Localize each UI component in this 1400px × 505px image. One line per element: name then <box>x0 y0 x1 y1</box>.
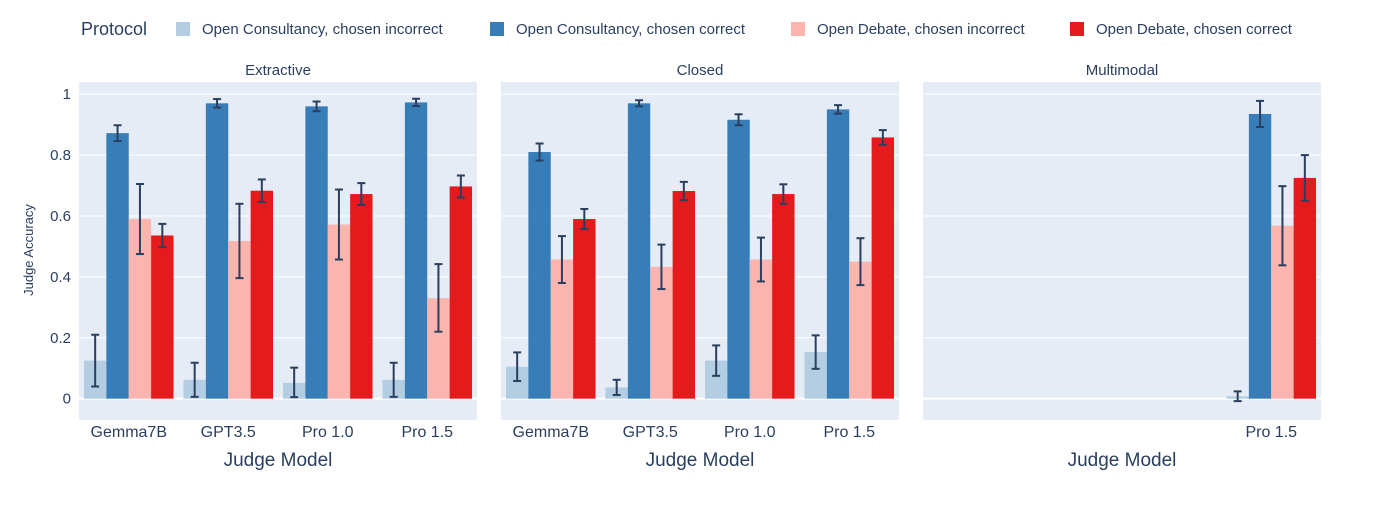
legend-label: Open Consultancy, chosen incorrect <box>202 21 444 38</box>
bar <box>871 137 895 399</box>
panel-extractive: 0 0.2 0.4 0.6 0.8 1 Extractive Gemma7B GPT3.5 Pro… <box>50 62 477 471</box>
bar <box>849 261 872 399</box>
y-tick-label: 0.8 <box>50 147 71 164</box>
bar <box>627 103 651 399</box>
y-tick-label: 0.2 <box>50 330 71 347</box>
x-tick-label: GPT3.5 <box>623 424 678 441</box>
subplot-title: Multimodal <box>1086 62 1159 79</box>
legend-label: Open Debate, chosen incorrect <box>817 21 1025 38</box>
bar <box>505 366 529 399</box>
x-axis-title: Judge Model <box>646 450 755 471</box>
bar <box>772 194 795 399</box>
legend-swatch <box>176 22 190 36</box>
subplot-title: Closed <box>677 62 724 79</box>
subplot-title: Extractive <box>245 62 311 79</box>
legend-label: Open Debate, chosen correct <box>1096 21 1293 38</box>
bar <box>550 259 574 399</box>
bar <box>106 133 129 399</box>
x-tick-label: GPT3.5 <box>201 424 256 441</box>
bar <box>727 119 750 399</box>
legend-title: Protocol <box>81 19 147 39</box>
y-tick-label: 0.4 <box>50 269 71 286</box>
legend-swatch <box>791 22 805 36</box>
x-tick-label: Pro 1.0 <box>302 424 354 441</box>
bar <box>205 103 229 399</box>
bar <box>1271 225 1294 399</box>
legend-swatch <box>490 22 504 36</box>
bar <box>1248 113 1272 399</box>
y-tick-label: 1 <box>63 86 71 103</box>
bar <box>650 266 673 399</box>
bar <box>151 235 174 399</box>
bar <box>404 102 428 399</box>
legend-swatch <box>1070 22 1084 36</box>
bar <box>305 106 328 399</box>
bar <box>704 360 728 399</box>
bar <box>573 219 596 399</box>
x-tick-label: Pro 1.5 <box>823 424 875 441</box>
bar <box>350 194 373 399</box>
bar <box>804 352 827 399</box>
legend-item: Open Consultancy, chosen incorrect <box>176 21 444 38</box>
x-tick-label: Pro 1.0 <box>724 424 776 441</box>
bar <box>749 259 773 399</box>
bar <box>1293 177 1317 399</box>
bar <box>228 240 251 399</box>
x-tick-label: Gemma7B <box>91 424 167 441</box>
legend-label: Open Consultancy, chosen correct <box>516 21 746 38</box>
x-tick-label: Pro 1.5 <box>401 424 453 441</box>
bar <box>128 219 152 399</box>
y-tick-label: 0.6 <box>50 208 71 225</box>
legend-item: Open Debate, chosen incorrect <box>791 21 1025 38</box>
x-axis-title: Judge Model <box>224 450 333 471</box>
legend-item: Open Debate, chosen correct <box>1070 21 1293 38</box>
bar <box>826 109 850 399</box>
panel-closed: Closed Gemma7B GPT3.5 Pro 1.0 Pro 1.5 Judge M… <box>501 62 899 471</box>
bar <box>672 191 696 399</box>
bar <box>528 152 551 399</box>
x-tick-label: Pro 1.5 <box>1245 424 1297 441</box>
bar <box>327 224 351 399</box>
y-tick-label: 0 <box>63 391 71 408</box>
legend-item: Open Consultancy, chosen correct <box>490 21 746 38</box>
panel-multimodal: Multimodal Pro 1.5 Judge Model <box>923 62 1321 471</box>
bar <box>427 298 450 399</box>
y-axis-title: Judge Accuracy <box>21 204 36 296</box>
x-axis-title: Judge Model <box>1068 450 1177 471</box>
x-tick-label: Gemma7B <box>513 424 589 441</box>
bar <box>250 190 274 399</box>
bar <box>449 186 473 399</box>
